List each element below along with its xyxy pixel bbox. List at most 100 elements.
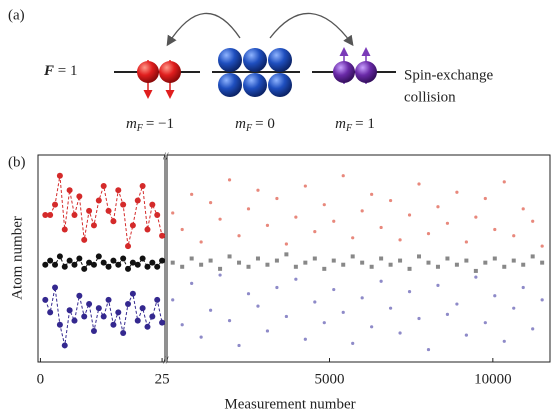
point — [332, 287, 336, 292]
point — [66, 187, 73, 194]
point — [71, 212, 78, 219]
point — [265, 223, 270, 227]
f-symbol: F — [43, 63, 54, 79]
point — [209, 201, 213, 205]
point — [530, 254, 535, 259]
point — [275, 196, 279, 201]
point — [445, 256, 450, 261]
point — [426, 260, 431, 265]
point — [190, 281, 194, 285]
point — [256, 188, 260, 192]
point — [369, 264, 374, 269]
point — [171, 298, 175, 302]
point — [388, 262, 393, 267]
point — [274, 258, 279, 263]
point — [322, 203, 326, 207]
point — [209, 308, 213, 312]
point — [180, 264, 185, 269]
point — [246, 264, 251, 269]
point — [76, 292, 83, 299]
point — [379, 279, 383, 283]
point — [149, 313, 156, 320]
point — [341, 262, 346, 267]
x-tick-label: 10000 — [474, 371, 512, 387]
point — [86, 259, 93, 266]
point — [95, 305, 102, 312]
point — [42, 261, 49, 268]
point — [294, 277, 298, 281]
point — [246, 207, 251, 211]
point — [474, 215, 478, 219]
right-frame — [166, 154, 551, 363]
point — [144, 323, 151, 330]
point — [502, 180, 506, 184]
point — [398, 238, 402, 242]
point — [521, 285, 525, 290]
point — [464, 258, 469, 263]
point — [512, 234, 516, 238]
point — [139, 305, 146, 312]
point — [66, 307, 73, 314]
point — [237, 234, 241, 238]
point — [474, 275, 478, 279]
point — [71, 317, 78, 324]
point — [483, 196, 487, 201]
point — [105, 263, 112, 270]
point — [105, 207, 112, 214]
point — [426, 232, 431, 236]
point — [303, 184, 307, 188]
point — [341, 310, 345, 314]
point — [417, 254, 422, 259]
point — [351, 236, 355, 240]
point — [154, 263, 161, 270]
process-label: collision — [404, 89, 456, 105]
point — [95, 253, 102, 260]
x-tick-label: 25 — [155, 371, 170, 387]
point — [149, 259, 156, 266]
point — [332, 219, 336, 223]
point — [360, 296, 364, 300]
point — [303, 337, 307, 341]
point — [171, 211, 175, 215]
state-label: mF = −1 — [126, 116, 174, 134]
point — [86, 301, 93, 308]
point — [540, 244, 544, 248]
point — [379, 225, 383, 230]
point — [464, 240, 468, 244]
point — [56, 321, 63, 328]
point — [76, 193, 83, 200]
state-label: mF = 0 — [235, 116, 275, 134]
point — [218, 217, 222, 221]
panel-label: (b) — [8, 154, 26, 170]
point — [417, 182, 421, 186]
point — [139, 255, 146, 262]
point — [388, 306, 393, 310]
point — [398, 258, 403, 263]
point — [120, 201, 127, 208]
point — [81, 313, 88, 320]
point — [265, 262, 270, 267]
point — [66, 257, 73, 264]
state-symbol: m — [126, 116, 137, 132]
point — [90, 261, 97, 268]
point — [47, 212, 54, 219]
point — [511, 258, 516, 263]
point — [540, 260, 545, 265]
point — [120, 255, 127, 262]
point — [180, 323, 184, 327]
point — [351, 341, 355, 345]
point — [129, 290, 136, 297]
point — [52, 201, 59, 208]
point — [47, 257, 54, 264]
point — [237, 260, 242, 265]
point — [521, 262, 526, 267]
point — [125, 265, 132, 272]
point — [483, 321, 487, 325]
point — [199, 335, 203, 339]
point — [100, 313, 107, 320]
point — [81, 265, 88, 272]
x-axis-label: Measurement number — [224, 396, 355, 412]
point — [531, 327, 535, 331]
point — [110, 257, 117, 264]
point — [61, 342, 68, 349]
